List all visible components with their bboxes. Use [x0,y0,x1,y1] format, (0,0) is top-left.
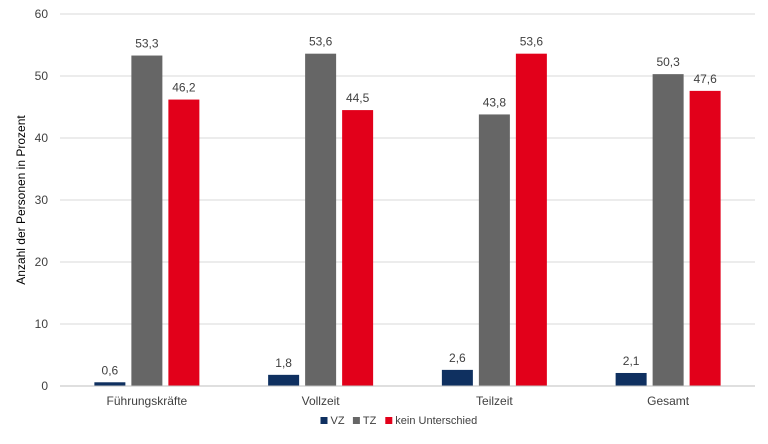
legend-label: VZ [331,415,345,427]
legend-swatch [385,417,393,424]
data-label: 53,6 [309,35,333,49]
x-category-label: Führungskräfte [107,394,188,408]
x-category-label: Gesamt [647,394,690,408]
bar-kein-unterschied [168,99,200,386]
bar-vz [615,372,647,386]
y-tick-label: 20 [35,255,49,269]
data-label: 47,6 [693,72,717,86]
data-label: 43,8 [483,95,507,109]
bar-vz [94,382,126,386]
legend: VZ TZ kein Unterschied [320,415,477,427]
legend-item: TZ [352,415,377,427]
legend-label: TZ [363,415,377,427]
y-axis-title: Anzahl der Personen in Prozent [14,115,28,285]
bar-tz [478,114,510,386]
data-label: 2,6 [449,351,466,365]
gridlines [60,13,755,325]
legend-swatch [320,417,328,424]
bar-tz [131,55,163,386]
x-axis-categories: Führungskräfte Vollzeit Teilzeit Gesamt [107,394,690,408]
bar-vz [441,369,473,386]
y-tick-label: 30 [35,193,49,207]
data-label: 50,3 [656,55,680,69]
y-tick-label: 60 [35,7,49,21]
x-category-label: Teilzeit [476,394,513,408]
bars [94,53,721,387]
legend-label: kein Unterschied [395,415,477,427]
y-tick-label: 0 [41,379,48,393]
bar-tz [305,53,337,387]
bar-kein-unterschied [689,90,721,386]
data-label: 53,3 [135,37,159,51]
legend-swatch [352,417,360,424]
bar-kein-unterschied [342,110,374,386]
y-axis-ticks: 0 10 20 30 40 50 60 [35,7,49,393]
data-label: 44,5 [346,91,370,105]
bar-vz [268,374,300,386]
data-label: 2,1 [623,354,640,368]
data-label: 0,6 [102,363,119,377]
x-category-label: Vollzeit [302,394,341,408]
y-tick-label: 40 [35,131,49,145]
y-tick-label: 50 [35,69,49,83]
data-label: 1,8 [275,356,292,370]
legend-item: kein Unterschied [385,415,477,427]
data-label: 53,6 [520,35,544,49]
data-labels: 0,6 53,3 46,2 1,8 53,6 44,5 2,6 43,8 53,6 2,1 50,3… [102,35,718,378]
data-label: 46,2 [172,81,196,95]
y-tick-label: 10 [35,317,49,331]
legend-item: VZ [320,415,345,427]
bar-tz [652,74,684,386]
bar-kein-unterschied [515,53,547,387]
